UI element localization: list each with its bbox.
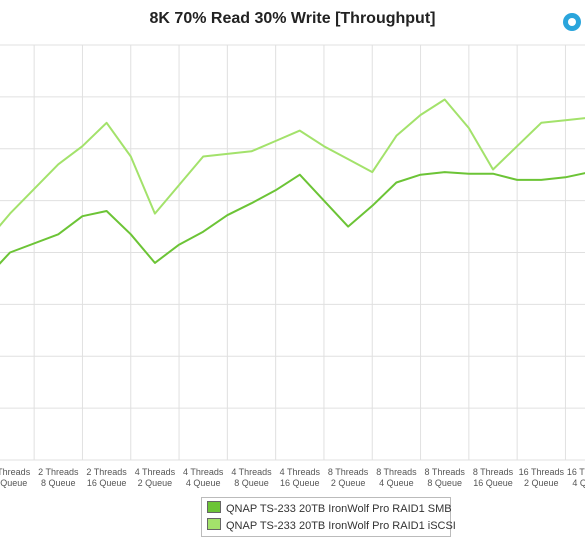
legend-swatch-smb — [207, 501, 221, 513]
legend-item-smb[interactable]: QNAP TS-233 20TB IronWolf Pro RAID1 SMB — [207, 501, 452, 517]
legend-label-iscsi: QNAP TS-233 20TB IronWolf Pro RAID1 iSCS… — [226, 520, 456, 532]
chart-title: 8K 70% Read 30% Write [Throughput] — [149, 10, 436, 27]
x-tick-label: 8 Threads 2 Queue — [328, 467, 369, 488]
series-line-1[interactable] — [0, 98, 585, 243]
series-line-0[interactable] — [0, 171, 585, 278]
legend: QNAP TS-233 20TB IronWolf Pro RAID1 SMB … — [201, 497, 456, 537]
x-tick-label: 4 Threads 16 Queue — [280, 467, 321, 488]
series-lines — [0, 98, 585, 278]
x-tick-label: 4 Threads 2 Queue — [135, 467, 176, 488]
legend-item-iscsi[interactable]: QNAP TS-233 20TB IronWolf Pro RAID1 iSCS… — [207, 518, 456, 534]
legend-swatch-iscsi — [207, 518, 221, 530]
x-tick-label: 16 Threads 2 Queue — [519, 467, 565, 488]
legend-label-smb: QNAP TS-233 20TB IronWolf Pro RAID1 SMB — [226, 503, 452, 515]
x-tick-label: 4 Threads 4 Queue — [183, 467, 224, 488]
x-tick-label: 2 Threads 8 Queue — [38, 467, 79, 488]
x-tick-label: 8 Threads 16 Queue — [473, 467, 514, 488]
x-tick-label: 4 Threads 8 Queue — [231, 467, 272, 488]
grid-lines — [0, 44, 585, 461]
badge-icon[interactable] — [563, 13, 581, 31]
x-tick-label: 8 Threads 8 Queue — [425, 467, 466, 488]
x-tick-label: 2 Threads 16 Queue — [86, 467, 127, 488]
x-tick-label: 8 Threads 4 Queue — [376, 467, 417, 488]
